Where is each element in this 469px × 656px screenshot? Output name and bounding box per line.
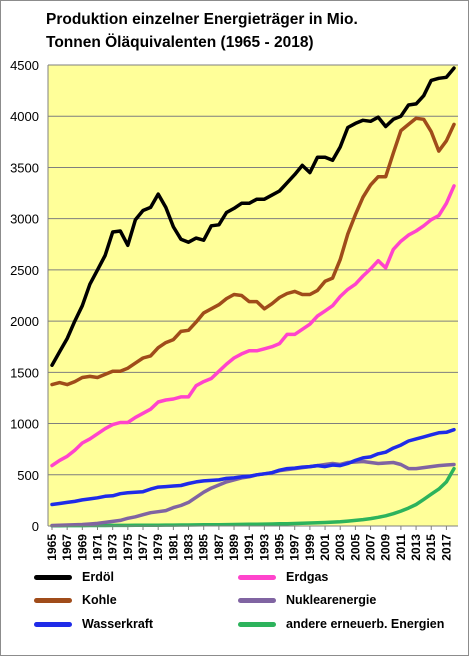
series-line (50, 184, 456, 468)
y-tick-label: 4500 (10, 58, 39, 73)
series-line (50, 427, 456, 507)
x-tick-label: 2003 (333, 534, 347, 561)
y-tick-label: 2500 (10, 263, 39, 278)
x-tick-label: 1975 (121, 534, 135, 561)
x-tick-label: 1999 (303, 534, 317, 561)
x-tick-label: 1991 (242, 534, 256, 561)
y-tick-label: 4000 (10, 109, 39, 124)
x-tick-label: 1967 (60, 534, 74, 561)
x-tick-label: 1977 (136, 534, 150, 561)
x-tick-label: 2011 (394, 534, 408, 560)
y-tick-label: 0 (32, 519, 39, 534)
y-tick-label: 2000 (10, 314, 39, 329)
x-tick-label: 1995 (273, 534, 287, 561)
x-tick-label: 2017 (439, 534, 453, 561)
x-tick-label: 2009 (379, 534, 393, 561)
y-tick-label: 1500 (10, 365, 39, 380)
x-tick-label: 2001 (318, 534, 332, 561)
plot-area (48, 65, 458, 526)
x-tick-label: 1997 (288, 534, 302, 561)
chart-title-line-2: Tonnen Öläquivalenten (1965 - 2018) (46, 34, 314, 51)
y-tick-label: 500 (17, 468, 39, 483)
series-lines (50, 66, 456, 528)
x-tick-label: 1983 (182, 534, 196, 561)
chart-title: Produktion einzelner Energieträger in Mi… (46, 8, 446, 54)
x-tick-label: 1969 (75, 534, 89, 561)
series-line (50, 466, 456, 528)
x-tick-label: 1993 (257, 534, 271, 561)
x-tick-label: 1971 (91, 534, 105, 561)
x-tick-label: 1979 (151, 534, 165, 561)
y-axis-ticks: 0 500 1000 1500 2000 2500 3000 3500 4000 4500 (10, 58, 39, 534)
x-axis-ticks: 1965 1967 1969 1971 1973 1975 1977 1979 1981 1983… (45, 526, 453, 561)
x-tick-label: 1989 (227, 534, 241, 561)
series-line (50, 66, 456, 367)
chart-title-line-1: Produktion einzelner Energieträger in Mi… (46, 11, 358, 28)
x-tick-label: 1981 (166, 534, 180, 561)
y-tick-label: 1000 (10, 417, 39, 432)
x-tick-label: 2015 (424, 534, 438, 561)
x-tick-label: 2005 (348, 534, 362, 561)
x-tick-label: 2007 (364, 534, 378, 561)
x-tick-label: 1973 (106, 534, 120, 561)
series-line (50, 116, 456, 387)
x-tick-label: 2013 (409, 534, 423, 561)
y-tick-label: 3000 (10, 212, 39, 227)
x-tick-label: 1987 (212, 534, 226, 561)
y-tick-label: 3500 (10, 160, 39, 175)
x-tick-label: 1985 (197, 534, 211, 561)
x-tick-label: 1965 (45, 534, 59, 561)
